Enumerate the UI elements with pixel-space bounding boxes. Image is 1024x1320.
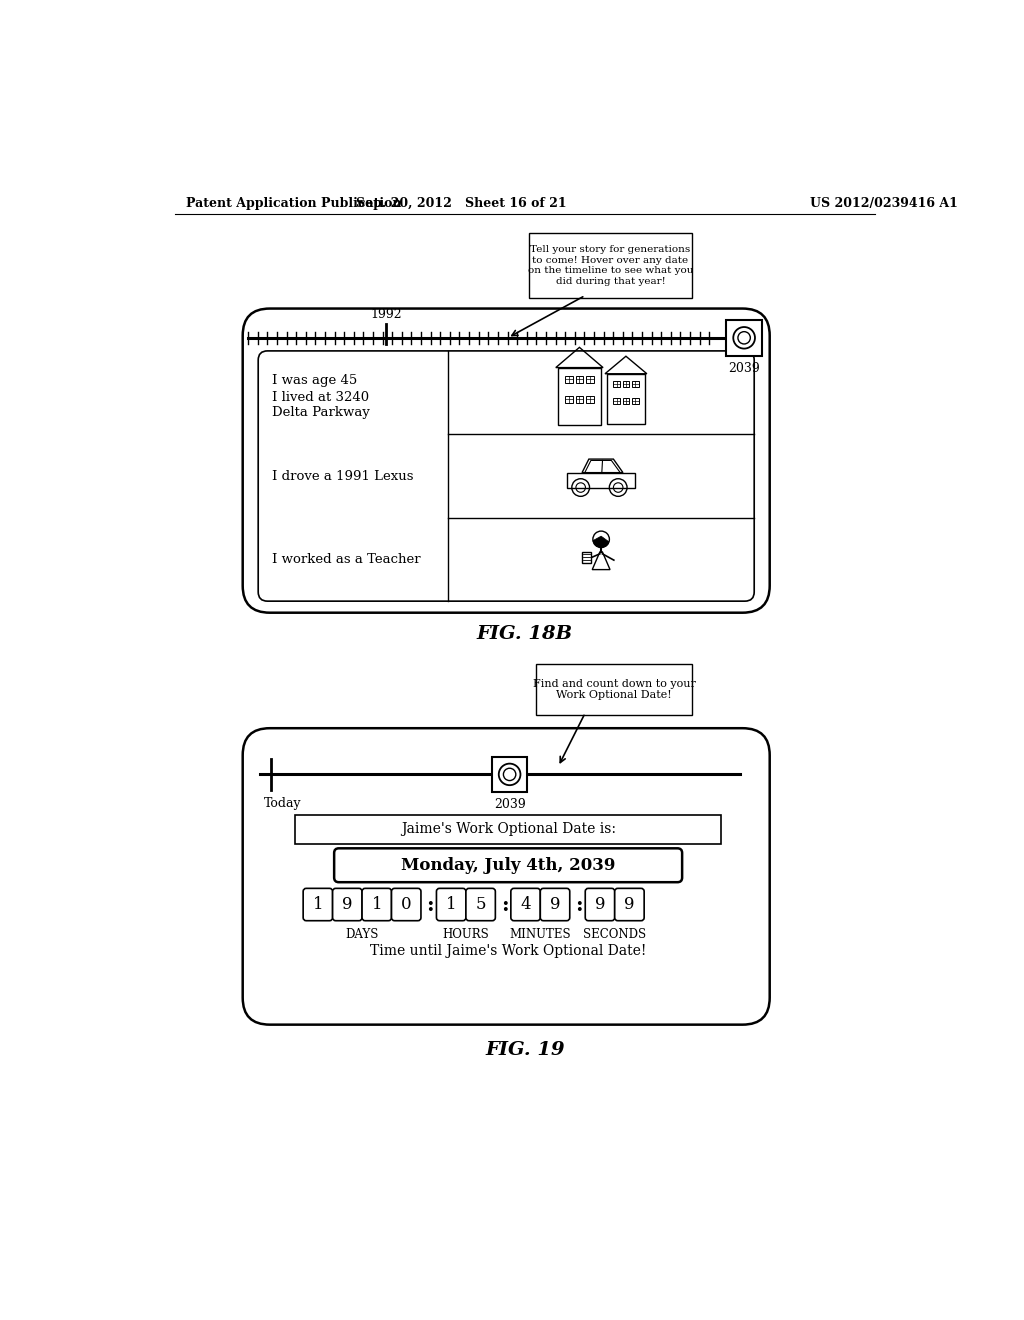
Bar [587,396,594,403]
Polygon shape [593,536,609,548]
Bar [613,380,620,387]
Text: Sep. 20, 2012   Sheet 16 of 21: Sep. 20, 2012 Sheet 16 of 21 [356,197,566,210]
Bar [565,376,572,383]
FancyBboxPatch shape [528,234,692,298]
Bar [632,380,639,387]
Text: Jaime's Work Optional Date is:: Jaime's Work Optional Date is: [400,822,615,837]
Text: DAYS: DAYS [345,928,379,941]
Bar [623,399,630,404]
Text: US 2012/0239416 A1: US 2012/0239416 A1 [810,197,957,210]
FancyBboxPatch shape [362,888,391,921]
Text: 9: 9 [625,896,635,913]
Text: :: : [426,895,434,915]
Bar [632,399,639,404]
Text: 9: 9 [550,896,560,913]
FancyBboxPatch shape [436,888,466,921]
FancyBboxPatch shape [511,888,541,921]
FancyBboxPatch shape [258,351,755,601]
Text: 9: 9 [342,896,352,913]
Bar [613,399,620,404]
Text: 9: 9 [595,896,605,913]
Text: Time until Jaime's Work Optional Date!: Time until Jaime's Work Optional Date! [370,944,646,958]
Bar [607,374,644,424]
FancyBboxPatch shape [391,888,421,921]
Text: 1: 1 [445,896,457,913]
Text: 2039: 2039 [728,362,760,375]
Text: Monday, July 4th, 2039: Monday, July 4th, 2039 [401,857,615,874]
Text: :: : [575,895,583,915]
Text: I drove a 1991 Lexus: I drove a 1991 Lexus [272,470,414,483]
FancyBboxPatch shape [541,888,569,921]
Bar [623,380,630,387]
Text: 5: 5 [475,896,485,913]
Text: I lived at 3240
Delta Parkway: I lived at 3240 Delta Parkway [272,391,370,420]
Text: I worked as a Teacher: I worked as a Teacher [272,553,421,566]
Text: Find and count down to your
Work Optional Date!: Find and count down to your Work Optiona… [532,678,695,701]
FancyBboxPatch shape [303,888,333,921]
Text: SECONDS: SECONDS [583,928,646,941]
Text: MINUTES: MINUTES [510,928,571,941]
FancyBboxPatch shape [295,816,721,843]
Bar [582,552,591,564]
FancyBboxPatch shape [466,888,496,921]
FancyBboxPatch shape [333,888,362,921]
Text: Patent Application Publication: Patent Application Publication [186,197,401,210]
Text: FIG. 19: FIG. 19 [485,1041,564,1059]
FancyBboxPatch shape [614,888,644,921]
FancyBboxPatch shape [334,849,682,882]
Text: 4: 4 [520,896,530,913]
Text: FIG. 18B: FIG. 18B [477,626,572,643]
Bar [575,396,584,403]
Text: Tell your story for generations
to come! Hover over any date
on the timeline to : Tell your story for generations to come!… [527,246,693,285]
Text: HOURS: HOURS [442,928,489,941]
FancyBboxPatch shape [243,309,770,612]
Text: Today: Today [263,797,301,810]
Text: 2039: 2039 [494,799,525,812]
Text: 1: 1 [372,896,382,913]
FancyBboxPatch shape [243,729,770,1024]
Bar [558,367,601,425]
Bar [575,376,584,383]
FancyBboxPatch shape [586,888,614,921]
Text: 1992: 1992 [371,308,402,321]
Text: :: : [501,895,509,915]
Text: 0: 0 [401,896,412,913]
Text: I was age 45: I was age 45 [272,374,357,387]
Bar [587,376,594,383]
Bar [565,396,572,403]
FancyBboxPatch shape [492,756,527,792]
FancyBboxPatch shape [537,664,692,715]
FancyBboxPatch shape [726,321,762,355]
Bar [567,473,635,487]
Text: 1: 1 [312,896,324,913]
